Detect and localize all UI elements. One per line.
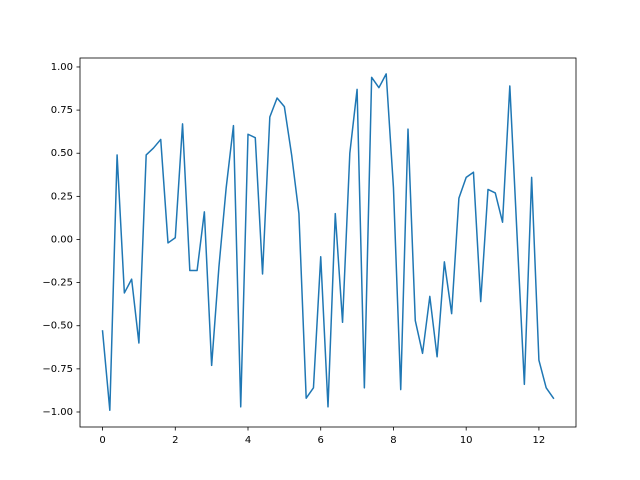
axes-frame [79,57,577,428]
y-tick-label: −0.25 [42,278,73,289]
x-tick-label: 12 [533,435,546,446]
y-tick-label: 0.75 [51,105,73,116]
y-tick-label: −0.75 [42,364,73,375]
line-series [101,73,555,412]
y-tick-label: −1.00 [42,407,73,418]
y-tick-label: −0.50 [42,321,73,332]
y-tick-label: 0.25 [51,191,73,202]
x-tick-label: 8 [390,435,396,446]
y-tick-label: 0.50 [51,148,73,159]
x-tick-label: 0 [99,435,105,446]
x-tick-label: 6 [318,435,324,446]
x-tick-label: 2 [172,435,178,446]
y-tick-label: 0.00 [51,234,73,245]
x-tick-label: 10 [460,435,473,446]
x-tick-label: 4 [245,435,251,446]
y-tick-label: 1.00 [51,62,73,73]
